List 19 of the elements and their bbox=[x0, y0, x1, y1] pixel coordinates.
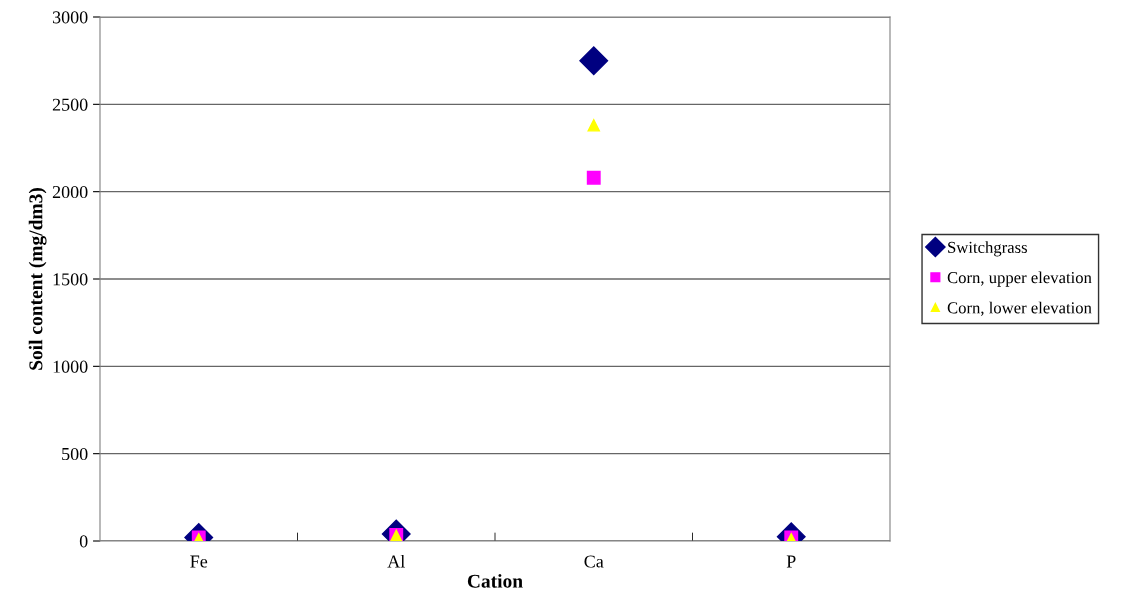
point bbox=[587, 119, 601, 132]
point bbox=[579, 46, 609, 76]
x-tick-label: P bbox=[786, 555, 796, 568]
y-tick-label: 1500 bbox=[53, 273, 88, 286]
y-tick-label: 2500 bbox=[52, 98, 88, 111]
y-axis-title: Soil content (mg/dm3) bbox=[28, 188, 47, 370]
x-tick-label: Fe bbox=[190, 555, 208, 568]
legend-label: Switchgrass bbox=[948, 241, 1027, 257]
y-tick-label: 500 bbox=[62, 447, 88, 461]
legend-label: Corn, lower elevation bbox=[947, 301, 1092, 316]
y-tick-label: 2000 bbox=[52, 185, 88, 199]
point bbox=[586, 170, 601, 185]
y-tick-label: 3000 bbox=[52, 11, 88, 24]
x-axis-title: Cation bbox=[467, 574, 523, 588]
x-tick-label: Al bbox=[387, 554, 405, 568]
y-tick-label: 0 bbox=[79, 535, 88, 548]
y-tick-label: 1000 bbox=[53, 360, 88, 373]
x-tick-label: Ca bbox=[584, 555, 604, 568]
legend-label: Corn, upper elevation bbox=[947, 271, 1092, 287]
